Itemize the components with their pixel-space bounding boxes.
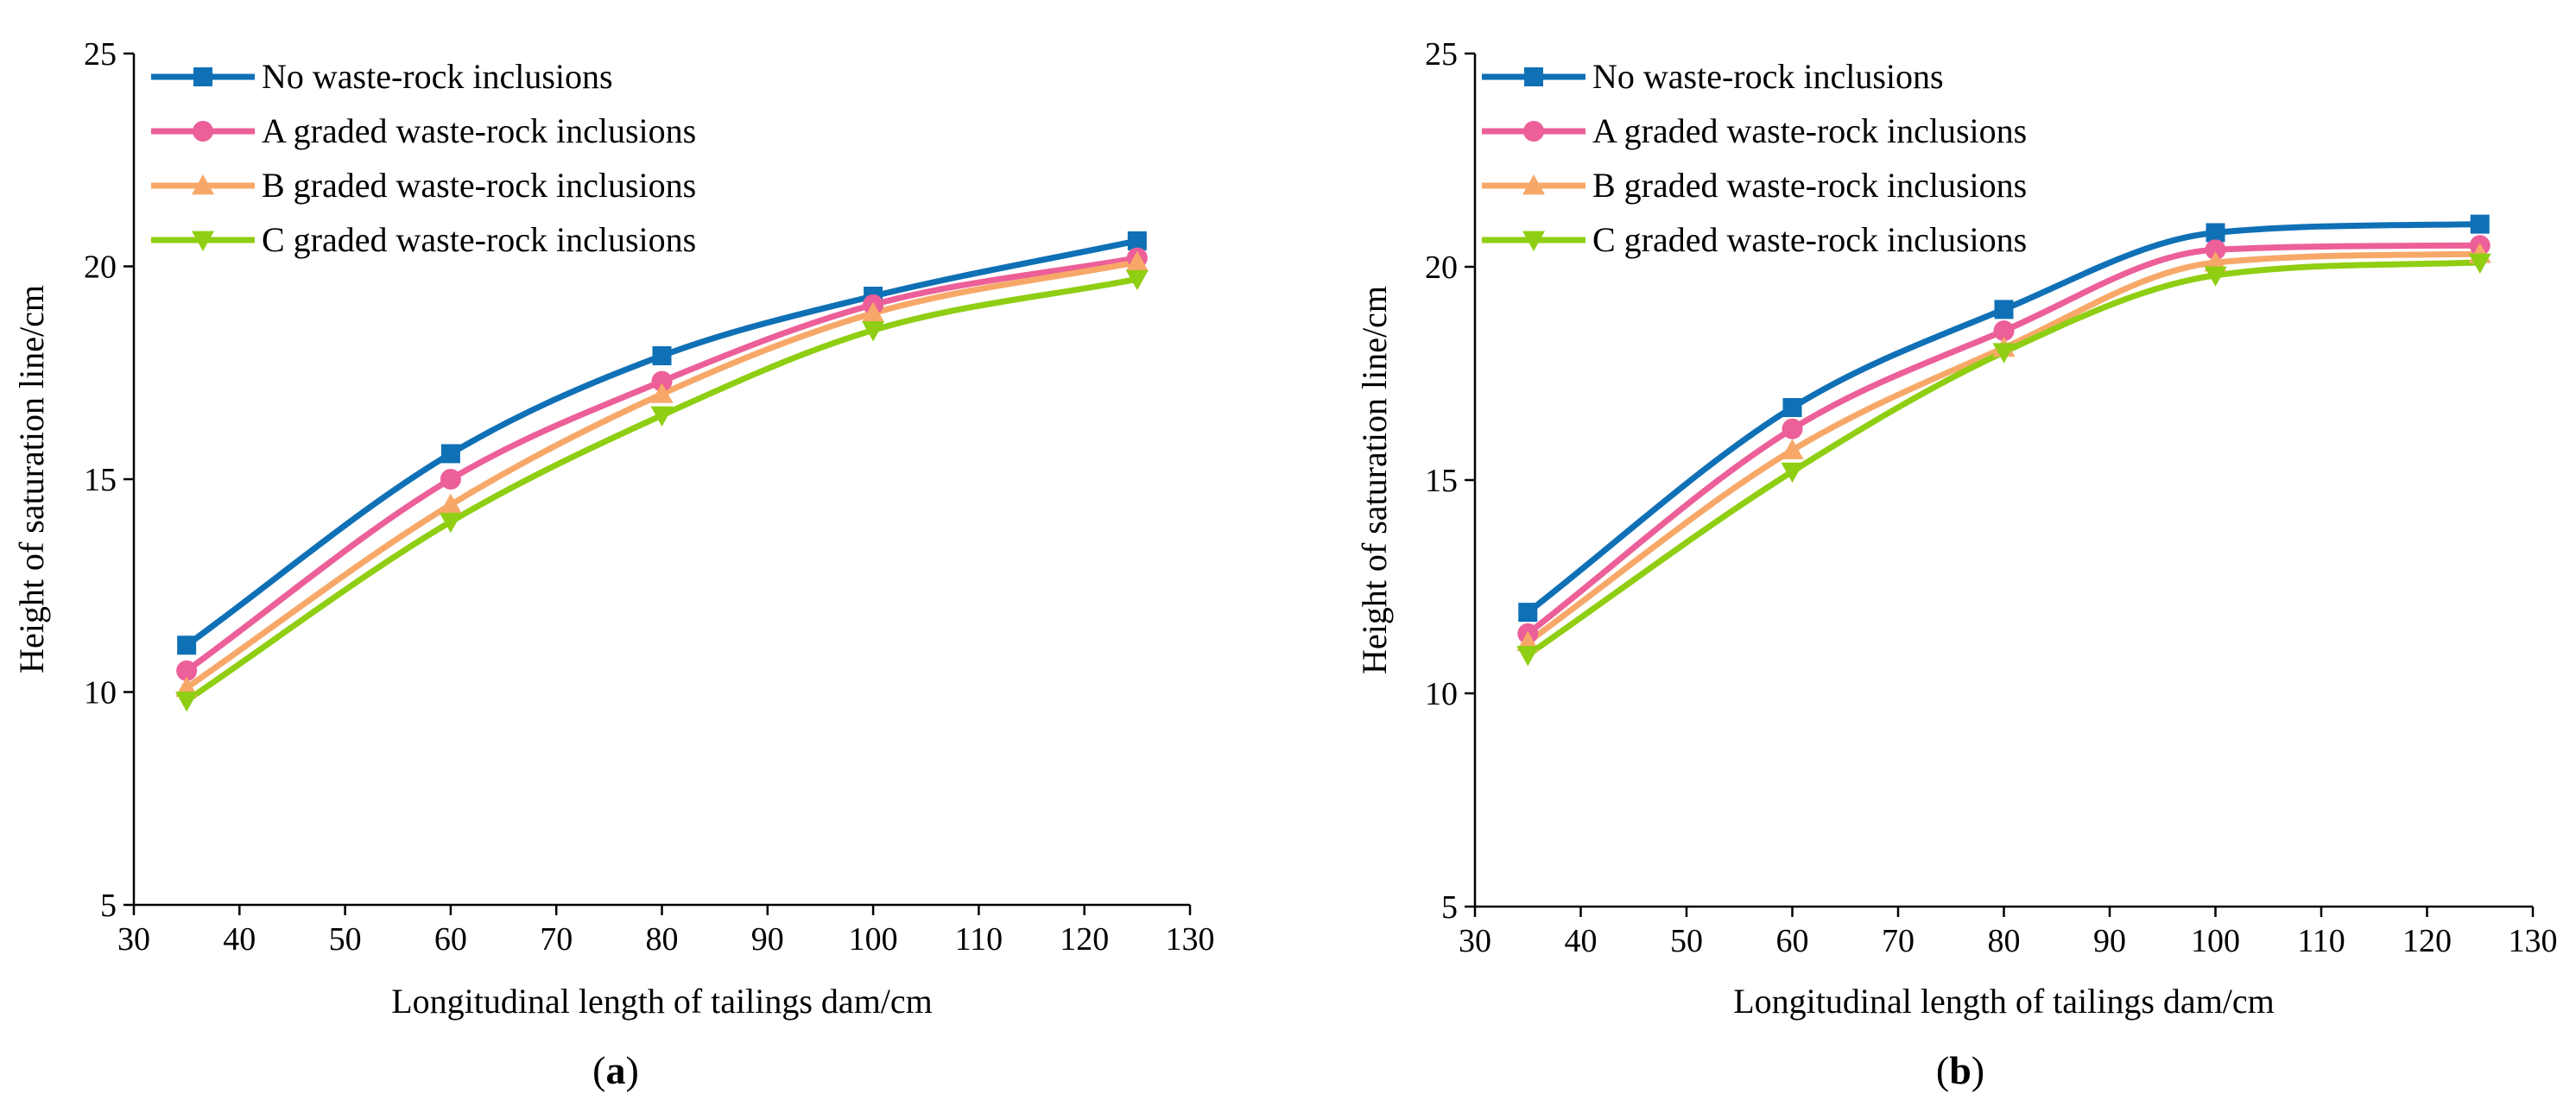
data-point [1782,418,1803,439]
data-point [439,512,462,534]
x-tick-label: 70 [540,921,573,958]
chart-panel-b: 30 40 50 60 70 80 90 100 110 120 130 5 10 15 20 25 Longi… [1355,36,2558,1092]
series-line [183,259,1141,692]
x-tick-label: 90 [751,921,784,958]
y-tick-label: 15 [84,462,117,498]
x-axis-title: Longitudinal length of tailings dam/cm [1733,982,2275,1021]
y-tick-label: 25 [84,36,117,73]
data-point [1992,343,2016,364]
data-point [1127,231,1147,250]
data-point [1994,300,2014,319]
legend-label: No waste-rock inclusions [262,57,613,96]
x-tick-label: 70 [1882,923,1915,959]
x-tick-label: 110 [955,921,1003,958]
legend-swatch-marker [193,67,212,86]
data-point [651,370,673,392]
data-point [176,660,198,681]
y-axis-title: Height of saturation line/cm [12,285,51,673]
x-tick-label: 80 [646,921,679,958]
data-point [2206,223,2225,243]
legend-swatch-marker [1522,174,1545,195]
x-tick-label: 30 [117,921,150,958]
data-point [177,635,197,655]
x-tick-label: 90 [2093,923,2126,959]
panel-label-letter: b [1949,1048,1972,1092]
y-tick-label: 20 [84,250,117,286]
data-point [1782,398,1802,418]
panel-label-close-paren: ) [626,1048,639,1092]
legend-label: No waste-rock inclusions [1592,57,1944,96]
legend-swatch-marker [192,231,214,251]
data-point [439,493,462,514]
y-tick-label: 5 [100,888,117,924]
legend-label: A graded waste-rock inclusions [262,111,696,150]
series-line [183,275,1141,704]
panel-label: (b) [1936,1048,1984,1092]
data-point [1125,250,1149,271]
y-tick-label: 10 [84,675,117,711]
data-point [440,444,460,464]
data-point [1125,269,1149,291]
legend: No waste-rock inclusions A graded waste-r… [151,57,696,259]
series-line [183,255,1141,674]
x-tick-label: 30 [1459,923,1491,959]
y-tick-label: 5 [1441,889,1458,926]
x-tick-label: 130 [1166,921,1215,958]
data-point [652,346,672,366]
legend-label: B graded waste-rock inclusions [1592,166,2027,205]
x-tick-label: 100 [2191,923,2240,959]
panel-label-open-paren: ( [1936,1048,1949,1092]
y-tick-label: 20 [1425,250,1458,286]
y-axis-title: Height of saturation line/cm [1355,286,1394,674]
panel-label-letter: a [606,1048,626,1092]
legend-swatch-marker [1522,231,1545,251]
x-tick-label: 100 [849,921,898,958]
legend-swatch-marker [1524,67,1543,86]
data-point [2204,266,2227,287]
panel-label-close-paren: ) [1972,1048,1984,1092]
data-point [1516,646,1540,667]
x-tick-label: 120 [1060,921,1109,958]
data-point [1518,603,1538,623]
x-axis-title: Longitudinal length of tailings dam/cm [391,982,933,1021]
x-tick-label: 40 [223,921,256,958]
legend-swatch-marker [192,174,214,195]
data-point [2470,214,2490,234]
x-tick-label: 110 [2297,923,2345,959]
x-tick-label: 50 [329,921,362,958]
y-tick-label: 25 [1425,36,1458,73]
legend-label: C graded waste-rock inclusions [1592,220,2027,259]
data-point [650,406,674,427]
data-point [1781,439,1804,459]
legend: No waste-rock inclusions A graded waste-r… [1482,57,2027,259]
x-tick-label: 60 [434,921,467,958]
chart-panel-a: 30 40 50 60 70 80 90 100 110 120 130 5 10 15 20 25 Longi… [12,36,1215,1092]
x-tick-label: 120 [2402,923,2452,959]
data-point [2205,239,2226,261]
legend-swatch-marker [193,121,213,142]
legend-label: A graded waste-rock inclusions [1592,111,2027,150]
x-tick-label: 60 [1776,923,1809,959]
data-point [2468,253,2491,275]
x-tick-label: 50 [1670,923,1703,959]
data-point [650,382,674,403]
x-tick-label: 80 [1988,923,2021,959]
legend-swatch-marker [1523,121,1544,142]
data-point [862,321,885,342]
data-point [862,301,885,323]
panel-label: (a) [592,1048,639,1092]
legend-label: C graded waste-rock inclusions [262,220,696,259]
legend-label: B graded waste-rock inclusions [262,166,696,205]
data-point [1781,462,1804,484]
x-tick-label: 130 [2509,923,2558,959]
data-point [1993,320,2015,342]
data-point [440,469,461,490]
y-tick-label: 10 [1425,676,1458,712]
panel-label-open-paren: ( [592,1048,605,1092]
y-tick-label: 15 [1425,463,1458,499]
data-point [175,691,199,712]
x-tick-label: 40 [1565,923,1598,959]
